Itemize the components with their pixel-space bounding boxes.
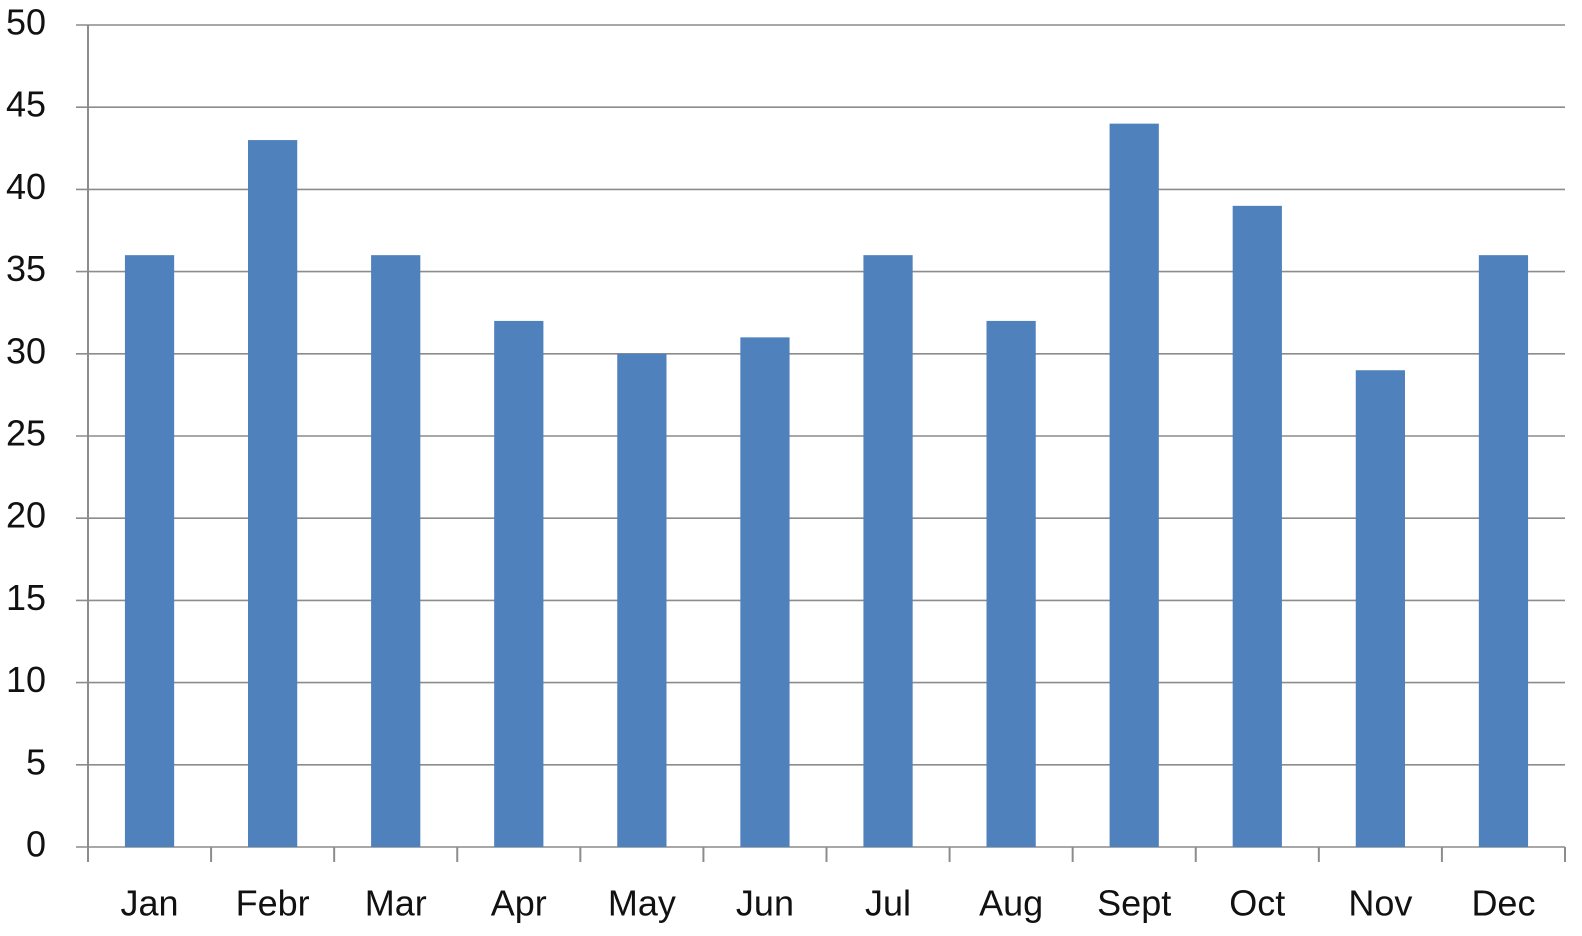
y-tick-label: 40 <box>6 166 46 207</box>
bar <box>1478 255 1529 847</box>
bar <box>986 320 1036 847</box>
y-tick-label: 35 <box>6 248 46 289</box>
y-tick-label: 10 <box>6 659 46 700</box>
x-tick-label: Apr <box>491 883 547 924</box>
y-tick-label: 0 <box>26 824 46 865</box>
bar <box>617 353 667 847</box>
x-tick-label: Jun <box>736 883 794 924</box>
bar <box>1355 370 1405 847</box>
x-tick-label: Jan <box>121 883 179 924</box>
bar <box>863 255 913 847</box>
x-tick-label: Oct <box>1229 883 1285 924</box>
bar <box>1232 205 1282 848</box>
x-tick-label: Dec <box>1471 883 1535 924</box>
x-tick-label: Sept <box>1097 883 1171 924</box>
x-tick-label: Febr <box>236 883 310 924</box>
y-tick-label: 5 <box>26 741 46 782</box>
y-tick-label: 25 <box>6 413 46 454</box>
x-tick-label: Aug <box>979 883 1043 924</box>
y-tick-label: 20 <box>6 495 46 536</box>
y-tick-label: 15 <box>6 577 46 618</box>
y-tick-label: 45 <box>6 84 46 125</box>
x-tick-label: Mar <box>365 883 427 924</box>
bar <box>1109 123 1159 847</box>
y-tick-label: 50 <box>6 2 46 43</box>
x-tick-label: Nov <box>1348 883 1412 924</box>
x-tick-label: May <box>608 883 676 924</box>
bar <box>248 140 298 847</box>
bar <box>494 320 544 847</box>
x-tick-label: Jul <box>865 883 911 924</box>
bar <box>740 337 790 847</box>
bar <box>124 255 175 847</box>
bar <box>371 255 421 847</box>
y-tick-label: 30 <box>6 330 46 371</box>
